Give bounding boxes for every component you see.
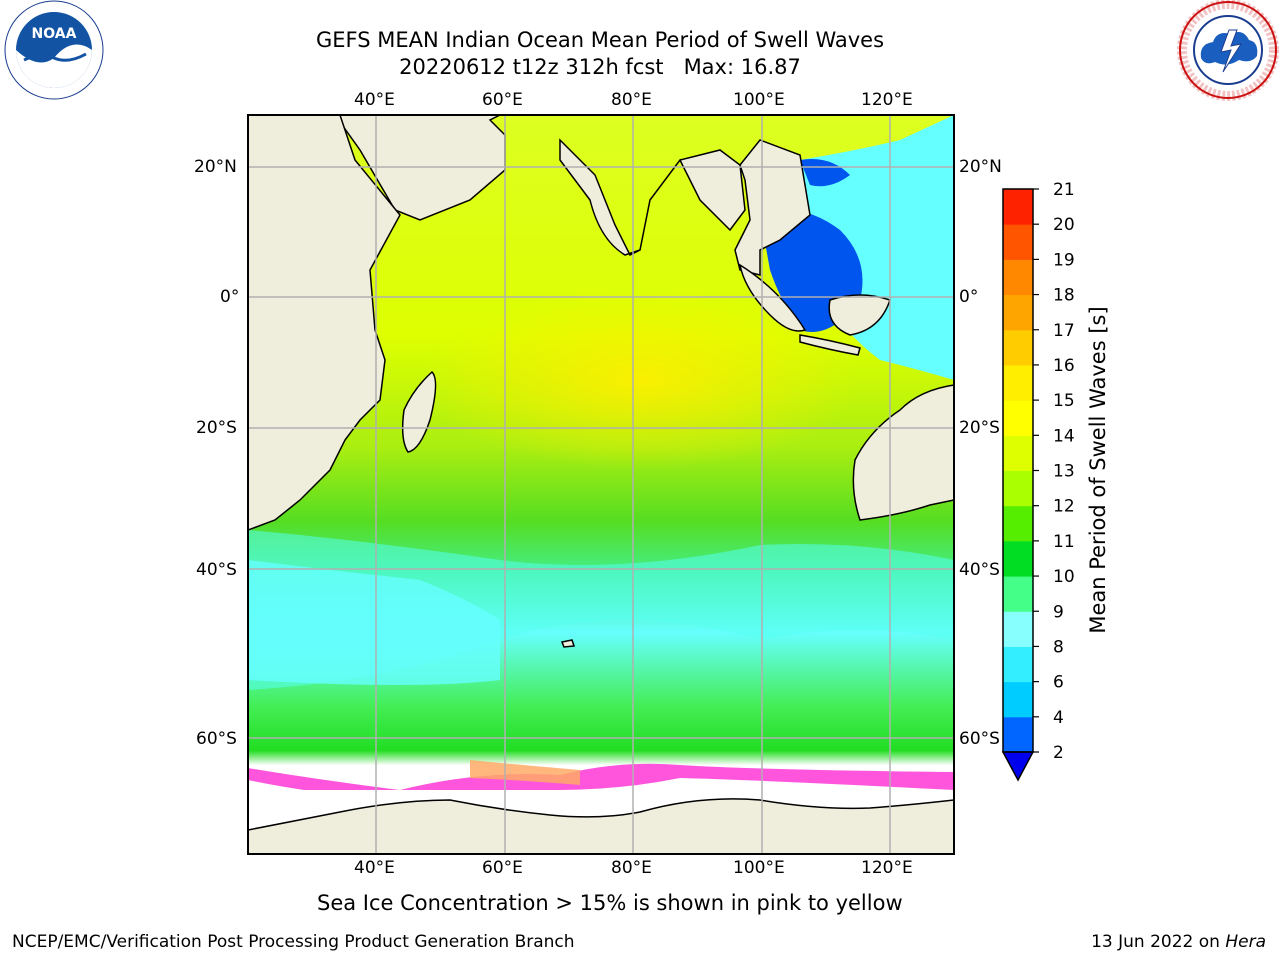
colorbar-tick-label: 20	[1053, 215, 1075, 235]
colorbar-tick-label: 15	[1053, 391, 1075, 411]
colorbar-tick-label: 14	[1053, 426, 1075, 446]
land-australia	[852, 384, 954, 521]
lon-tick-top-120e: 120°E	[861, 90, 913, 110]
sea-ice-orange	[470, 760, 580, 785]
colorbar-tick-label: 12	[1053, 497, 1075, 517]
colorbar-segment	[1003, 505, 1033, 542]
map-area	[248, 115, 954, 854]
colorbar-segment	[1003, 681, 1033, 718]
footer-timestamp: 13 Jun 2022 on Hera	[1091, 932, 1266, 952]
colorbar-segment	[1003, 470, 1033, 507]
nws-logo	[1177, 0, 1279, 102]
colorbar-segment	[1003, 400, 1033, 436]
land-africa	[248, 115, 401, 531]
footer-credit: NCEP/EMC/Verification Post Processing Pr…	[12, 932, 575, 952]
colorbar-tick-label: 2	[1053, 743, 1064, 763]
lat-tick-left-20n: 20°N	[194, 157, 237, 177]
colorbar: 2 4 6 8 9 10 11 12 13 14 15 16 17 18 19 20 21 Mean Perio…	[1001, 180, 1110, 782]
lat-tick-left-40s: 40°S	[196, 560, 237, 580]
land-sumatra	[738, 263, 807, 332]
lat-tick-right-0: 0°	[959, 287, 979, 307]
lat-tick-left-60s: 60°S	[196, 729, 237, 749]
colorbar-tick-label: 8	[1053, 637, 1064, 657]
land-java	[799, 334, 861, 356]
lon-tick-bottom-120e: 120°E	[861, 858, 913, 878]
map-subtitle: 20220612 t12z 312h fcst Max: 16.87	[399, 55, 801, 79]
lon-tick-top-60e: 60°E	[482, 90, 523, 110]
colorbar-tick-label: 13	[1053, 462, 1075, 482]
colorbar-segment	[1003, 364, 1033, 401]
lon-tick-top-80e: 80°E	[611, 90, 652, 110]
lat-tick-right-20n: 20°N	[959, 157, 1002, 177]
colorbar-tick-label: 16	[1053, 356, 1075, 376]
land-india	[559, 138, 746, 257]
colorbar-tick-label: 21	[1053, 180, 1075, 200]
colorbar-tick-label: 6	[1053, 673, 1064, 693]
colorbar-segment	[1003, 646, 1033, 683]
lat-tick-right-40s: 40°S	[959, 560, 1000, 580]
colorbar-tick-label: 9	[1053, 602, 1064, 622]
land-areas	[248, 115, 954, 854]
lat-tick-left-20s: 20°S	[196, 418, 237, 438]
colorbar-tick-label: 17	[1053, 321, 1075, 341]
colorbar-segment	[1003, 329, 1033, 366]
land-antarctica	[248, 798, 954, 854]
land-madagascar	[401, 370, 437, 453]
colorbar-tick-label: 4	[1053, 708, 1064, 728]
footer-date: 13 Jun 2022 on	[1091, 932, 1226, 952]
colorbar-tick-label: 19	[1053, 250, 1075, 270]
colorbar-segment	[1003, 540, 1033, 577]
colorbar-label: Mean Period of Swell Waves [s]	[1086, 306, 1110, 633]
colorbar-tick-label: 18	[1053, 286, 1075, 306]
land-southeast-asia	[734, 139, 811, 276]
colorbar-tick-label: 10	[1053, 567, 1075, 587]
lon-tick-bottom-40e: 40°E	[354, 858, 395, 878]
colorbar-segment	[1003, 576, 1033, 612]
swell-period-maximum-region	[420, 290, 860, 470]
map-title: GEFS MEAN Indian Ocean Mean Period of Sw…	[315, 28, 885, 52]
map-frame	[247, 114, 955, 855]
colorbar-segment	[1003, 294, 1033, 331]
sea-ice-caption: Sea Ice Concentration > 15% is shown in …	[317, 891, 903, 915]
colorbar-segments	[1003, 189, 1033, 753]
land-borneo	[828, 294, 891, 336]
lon-tick-bottom-60e: 60°E	[482, 858, 523, 878]
colorbar-ticks: 2 4 6 8 9 10 11 12 13 14 15 16 17 18 19 20 21	[1033, 180, 1075, 763]
lat-tick-right-60s: 60°S	[959, 729, 1000, 749]
lon-tick-bottom-80e: 80°E	[611, 858, 652, 878]
noaa-logo-text: NOAA	[32, 26, 77, 42]
swell-gulf-blue	[800, 159, 850, 187]
lon-tick-bottom-100e: 100°E	[733, 858, 785, 878]
colorbar-segment	[1003, 259, 1033, 296]
colorbar-segment	[1003, 189, 1033, 225]
lon-tick-top-40e: 40°E	[354, 90, 395, 110]
lon-tick-top-100e: 100°E	[733, 90, 785, 110]
colorbar-segment	[1003, 716, 1033, 753]
lat-tick-left-0: 0°	[220, 287, 240, 307]
noaa-logo: NOAA	[2, 0, 106, 104]
colorbar-extend-triangle	[1001, 751, 1035, 782]
swell-southwest-cyan	[248, 560, 500, 685]
colorbar-tick-label: 11	[1053, 532, 1075, 552]
colorbar-segment	[1003, 224, 1033, 260]
colorbar-segment	[1003, 611, 1033, 647]
land-kerguelen	[560, 639, 576, 648]
graticule	[248, 115, 954, 854]
colorbar-segment	[1003, 435, 1033, 471]
lat-tick-right-20s: 20°S	[959, 418, 1000, 438]
footer-host: Hera	[1225, 932, 1266, 952]
